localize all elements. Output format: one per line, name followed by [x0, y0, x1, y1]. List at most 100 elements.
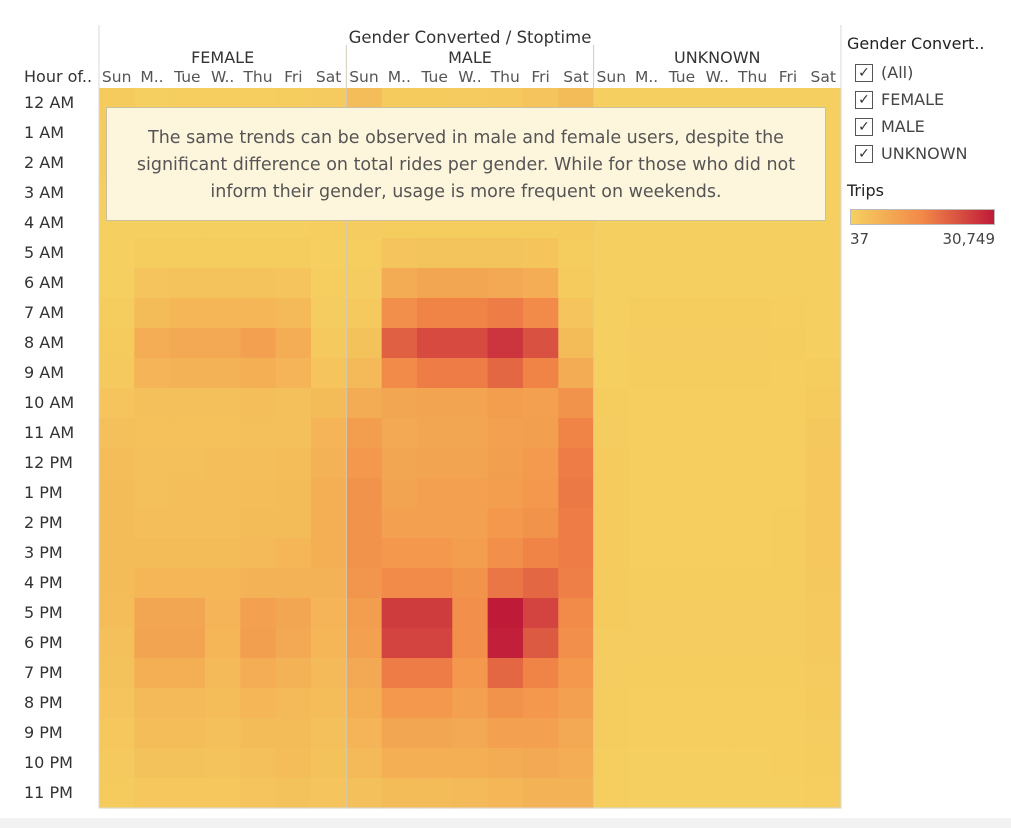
heatmap-cell: [734, 658, 771, 689]
heatmap-cell: [310, 328, 347, 359]
heatmap-cell: [593, 388, 630, 419]
heatmap-cell: [99, 448, 135, 479]
heatmap-cell: [558, 238, 595, 269]
heatmap-cell: [628, 238, 665, 269]
heatmap-cell: [593, 748, 630, 779]
day-header: M..: [388, 68, 411, 86]
heatmap-cell: [416, 418, 453, 449]
heatmap-cell: [416, 448, 453, 479]
heatmap-cell: [522, 298, 559, 329]
heatmap-cell: [416, 628, 453, 659]
day-header: Sat: [316, 68, 341, 86]
heatmap-cell: [134, 268, 171, 299]
heatmap-cell: [381, 358, 418, 389]
heatmap-cell: [346, 658, 383, 689]
heatmap-cell: [346, 628, 383, 659]
heatmap-cell: [240, 778, 277, 809]
heatmap-cell: [522, 388, 559, 419]
heatmap-cell: [204, 718, 241, 749]
heatmap-cell: [734, 568, 771, 599]
heatmap-cell: [628, 568, 665, 599]
filter-item-all[interactable]: ✓ (All): [855, 59, 1005, 86]
heatmap-cell: [275, 598, 312, 629]
heatmap-cell: [346, 478, 383, 509]
heatmap-cell: [734, 778, 771, 809]
heatmap-cell: [734, 298, 771, 329]
heatmap-cell: [522, 718, 559, 749]
heatmap-cell: [770, 388, 807, 419]
heatmap-cell: [240, 508, 277, 539]
row-label: 6 PM: [24, 633, 63, 652]
heatmap-cell: [275, 478, 312, 509]
filter-item-unknown[interactable]: ✓ UNKNOWN: [855, 140, 1005, 167]
day-header: Fri: [284, 68, 302, 86]
heatmap-cell: [770, 298, 807, 329]
heatmap-cell: [275, 628, 312, 659]
heatmap-cell: [310, 778, 347, 809]
heatmap-cell: [240, 598, 277, 629]
heatmap-cell: [805, 688, 842, 719]
day-header: Tue: [668, 68, 695, 86]
heatmap-cell: [381, 508, 418, 539]
heatmap-cell: [204, 628, 241, 659]
filter-item-female[interactable]: ✓ FEMALE: [855, 86, 1005, 113]
filter-label-all: (All): [881, 63, 914, 82]
heatmap-cell: [346, 298, 383, 329]
heatmap-cell: [699, 508, 736, 539]
row-label: 5 PM: [24, 603, 63, 622]
heatmap-cell: [734, 448, 771, 479]
heatmap-cell: [416, 298, 453, 329]
filter-label-female: FEMALE: [881, 90, 945, 109]
heatmap-cell: [169, 508, 206, 539]
heatmap-cell: [452, 538, 489, 569]
heatmap-cell: [275, 448, 312, 479]
trips-max-label: 30,749: [942, 230, 996, 248]
heatmap-cell: [310, 358, 347, 389]
filter-item-male[interactable]: ✓ MALE: [855, 113, 1005, 140]
heatmap-cell: [275, 238, 312, 269]
gender-filter-title: Gender Convert..: [847, 34, 985, 53]
heatmap-cell: [204, 478, 241, 509]
heatmap-cell: [452, 778, 489, 809]
heatmap-cell: [240, 748, 277, 779]
heatmap-cell: [699, 268, 736, 299]
heatmap-cell: [522, 538, 559, 569]
heatmap-cell: [204, 298, 241, 329]
heatmap-cell: [593, 718, 630, 749]
checkbox-female[interactable]: ✓: [855, 90, 873, 109]
heatmap-cell: [452, 658, 489, 689]
heatmap-cell: [452, 328, 489, 359]
day-header: Thu: [490, 68, 520, 86]
checkbox-unknown[interactable]: ✓: [855, 144, 873, 163]
checkbox-all[interactable]: ✓: [855, 63, 873, 82]
heatmap-cell: [310, 688, 347, 719]
heatmap-cell: [734, 328, 771, 359]
heatmap-cell: [664, 628, 701, 659]
checkbox-male[interactable]: ✓: [855, 117, 873, 136]
heatmap-cell: [487, 598, 524, 629]
heatmap-cell: [99, 688, 135, 719]
heatmap-cell: [381, 568, 418, 599]
heatmap-cell: [99, 568, 135, 599]
heatmap-cell: [487, 238, 524, 269]
heatmap-cell: [452, 628, 489, 659]
heatmap-cell: [628, 268, 665, 299]
heatmap-cell: [805, 418, 842, 449]
heatmap-cell: [99, 598, 135, 629]
heatmap-cell: [381, 598, 418, 629]
heatmap-cell: [628, 328, 665, 359]
row-label: 11 AM: [24, 423, 74, 442]
heatmap-cell: [240, 358, 277, 389]
row-label: 1 PM: [24, 483, 63, 502]
heatmap-cell: [487, 388, 524, 419]
heatmap-cell: [805, 598, 842, 629]
heatmap-cell: [699, 418, 736, 449]
heatmap-cell: [699, 388, 736, 419]
heatmap-cell: [699, 238, 736, 269]
heatmap-cell: [593, 688, 630, 719]
heatmap-cell: [169, 658, 206, 689]
heatmap-cell: [99, 418, 135, 449]
heatmap-cell: [169, 298, 206, 329]
heatmap-cell: [628, 658, 665, 689]
heatmap-cell: [734, 268, 771, 299]
